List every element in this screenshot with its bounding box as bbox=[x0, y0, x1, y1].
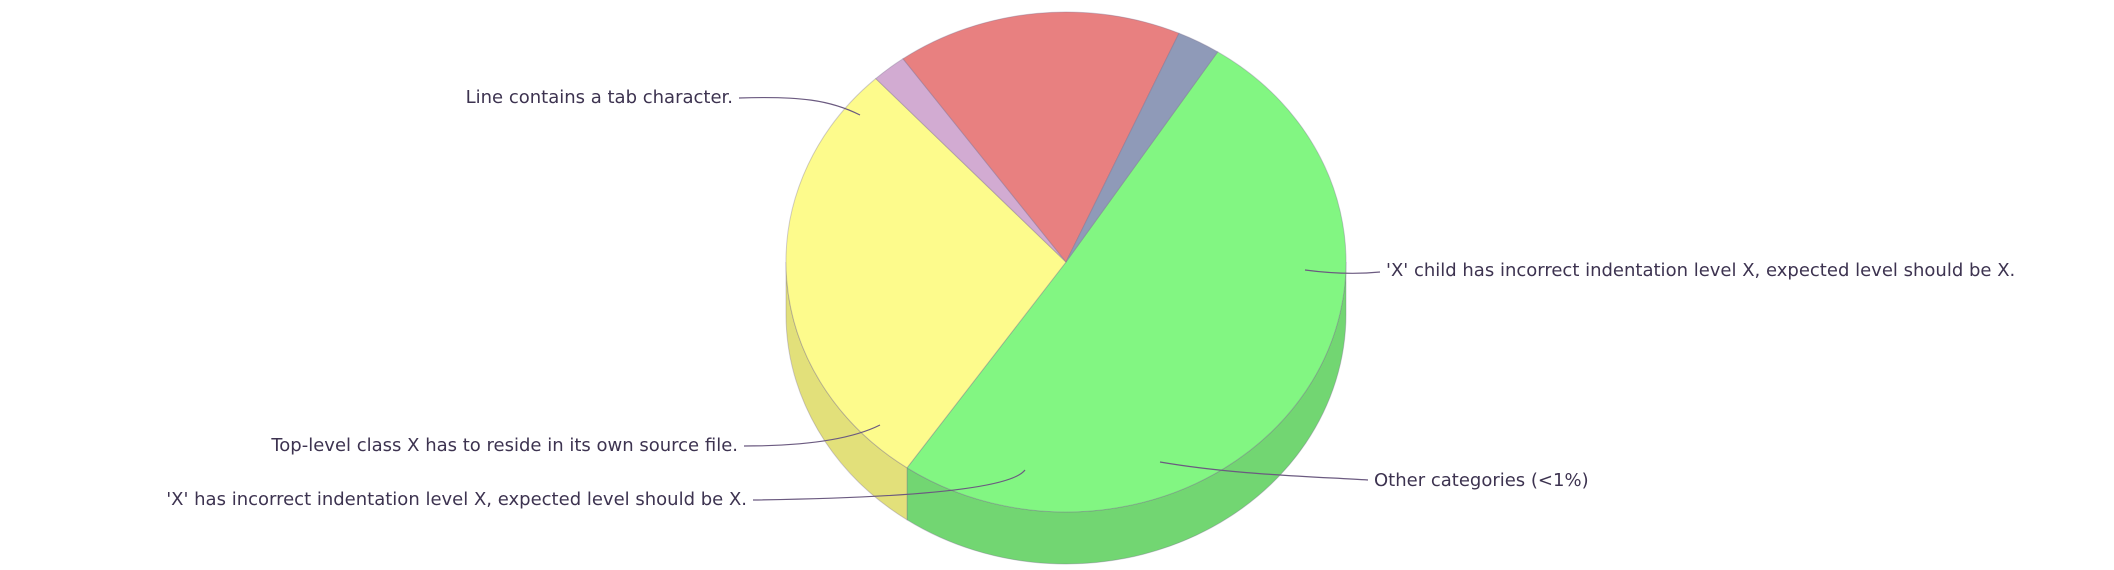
pie-slice-x-child-has-incorrect-indentation-level- bbox=[785, 77, 1067, 469]
pie-slices bbox=[785, 11, 1347, 513]
pie-labels: Line contains a tab character. 'X' child … bbox=[166, 87, 2015, 510]
pie-slice-other-categories-1 bbox=[875, 58, 1067, 263]
slice-label-x-has-incorrect-indentation-level-x-expe: 'X' has incorrect indentation level X, e… bbox=[166, 489, 747, 510]
pie-slice-top-level-class-x-has-to-reside-in-its-o bbox=[1065, 32, 1219, 263]
leader-line-top-level-class-x-has-to-reside-in-its-o bbox=[743, 424, 881, 447]
leader-line-line-contains-a-tab-character bbox=[738, 96, 861, 116]
pie-slice-x-has-incorrect-indentation-level-x-expe bbox=[902, 11, 1180, 263]
leader-line-x-child-has-incorrect-indentation-level- bbox=[1304, 269, 1381, 274]
leader-line-other-categories-1 bbox=[1159, 461, 1369, 481]
slice-label-top-level-class-x-has-to-reside-in-its-o: Top-level class X has to reside in its o… bbox=[270, 435, 738, 456]
pie-slice-line-contains-a-tab-character bbox=[906, 51, 1347, 513]
slice-label-line-contains-a-tab-character: Line contains a tab character. bbox=[466, 87, 733, 108]
leader-line-x-has-incorrect-indentation-level-x-expe bbox=[752, 469, 1026, 501]
slice-label-other-categories-1: Other categories (<1%) bbox=[1374, 470, 1589, 491]
slice-label-x-child-has-incorrect-indentation-level-: 'X' child has incorrect indentation leve… bbox=[1386, 260, 2015, 281]
